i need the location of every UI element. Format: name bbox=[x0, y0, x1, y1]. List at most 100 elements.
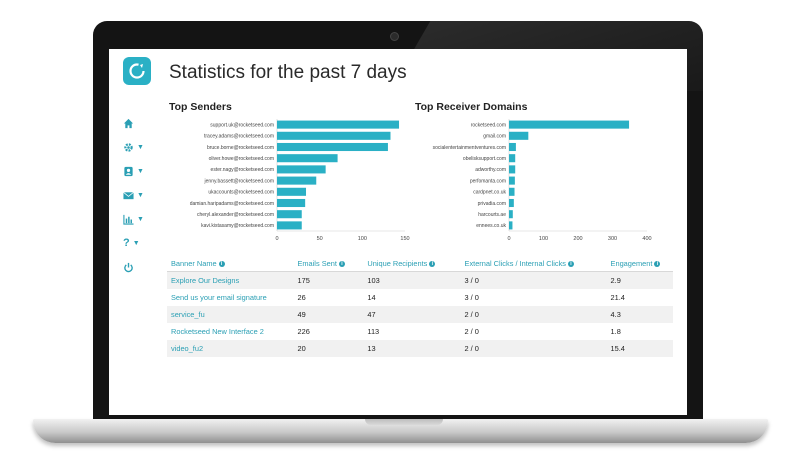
banner-name-link[interactable]: Send us your email signature bbox=[171, 293, 267, 302]
bar[interactable] bbox=[509, 221, 513, 230]
category-label: socialentertainmentventures.com bbox=[433, 145, 506, 151]
x-tick-label: 400 bbox=[642, 236, 651, 242]
table-cell: 2.9 bbox=[606, 271, 673, 289]
bar[interactable] bbox=[277, 154, 338, 163]
column-header[interactable]: Emails Sent i bbox=[293, 255, 364, 272]
category-label: jenny.bassett@rocketseed.com bbox=[204, 178, 274, 184]
category-label: cheryl.alexander@rocketseed.com bbox=[197, 212, 274, 218]
category-label: ukaccounts@rocketseed.com bbox=[208, 190, 274, 196]
nav-settings[interactable]: ▼ bbox=[123, 135, 153, 159]
bar[interactable] bbox=[509, 120, 630, 129]
column-header[interactable]: Banner Name i bbox=[167, 255, 294, 272]
bar[interactable] bbox=[277, 120, 400, 129]
banner-name-link[interactable]: video_fu2 bbox=[167, 340, 294, 357]
info-icon[interactable]: i bbox=[218, 260, 225, 267]
category-label: privadia.com bbox=[478, 201, 506, 207]
bar[interactable] bbox=[277, 198, 306, 208]
x-tick-label: 100 bbox=[539, 236, 548, 242]
nav-reports[interactable]: ▼ bbox=[123, 207, 153, 231]
category-label: ester.nagy@rocketseed.com bbox=[211, 167, 274, 173]
table-cell: 103 bbox=[363, 271, 461, 289]
category-label: obelisksupport.com bbox=[463, 156, 506, 162]
column-header-label: Engagement bbox=[610, 258, 653, 268]
bar[interactable] bbox=[277, 165, 326, 174]
category-label: harcourts.ae bbox=[478, 212, 506, 218]
table-cell: 3 / 0 bbox=[464, 293, 479, 302]
x-tick-label: 0 bbox=[507, 236, 510, 242]
column-header-label: Emails Sent bbox=[297, 258, 337, 268]
nav-email[interactable]: ▼ bbox=[123, 183, 153, 207]
bar[interactable] bbox=[277, 176, 317, 185]
category-label: damian.haripadams@rocketseed.com bbox=[190, 201, 274, 207]
nav-user[interactable]: ▼ bbox=[123, 159, 153, 183]
bar[interactable] bbox=[509, 142, 516, 152]
nav-home[interactable] bbox=[123, 111, 153, 135]
rocketseed-logo[interactable] bbox=[123, 57, 151, 85]
info-icon[interactable]: i bbox=[654, 260, 661, 267]
banner-name-link[interactable]: service_fu bbox=[167, 306, 294, 323]
bar[interactable] bbox=[277, 221, 302, 230]
bar[interactable] bbox=[509, 198, 514, 208]
top-senders-chart: support.uk@rocketseed.com tracey.adams@ro… bbox=[190, 119, 410, 242]
question-icon: ? bbox=[123, 236, 130, 249]
page-title: Statistics for the past 7 days bbox=[169, 62, 407, 83]
table-header-row: Banner Name i Emails Sent i Unique Recipient… bbox=[167, 255, 673, 272]
gear-icon bbox=[124, 142, 133, 152]
banner-name-link[interactable]: Explore Our Designs bbox=[167, 271, 294, 289]
table-cell: 15.4 bbox=[606, 340, 673, 357]
bar[interactable] bbox=[277, 142, 388, 152]
info-icon[interactable]: i bbox=[429, 260, 436, 267]
column-header-label: Banner Name bbox=[171, 258, 217, 268]
chevron-down-icon: ▼ bbox=[137, 215, 144, 223]
bar[interactable] bbox=[509, 165, 516, 174]
bar[interactable] bbox=[509, 176, 515, 185]
column-header[interactable]: External Clicks / Internal Clicks i bbox=[460, 255, 607, 272]
table-row: Explore Our Designs 175 103 3 / 0 2.9 bbox=[167, 271, 673, 289]
banner-name-link[interactable]: Rocketseed New Interface 2 bbox=[171, 327, 264, 336]
laptop-base bbox=[33, 419, 768, 443]
table-cell: 47 bbox=[363, 306, 461, 323]
x-tick-label: 200 bbox=[573, 236, 582, 242]
bar[interactable] bbox=[277, 210, 302, 219]
top-senders-title: Top Senders bbox=[169, 101, 232, 113]
table-row: video_fu2 20 13 2 / 0 15.4 bbox=[167, 340, 673, 357]
category-label: rocketseed.com bbox=[471, 122, 506, 128]
bar[interactable] bbox=[509, 187, 515, 196]
chevron-down-icon: ▼ bbox=[137, 191, 144, 199]
sidebar-nav: ▼ ▼ ▼ ▼ ? ▼ bbox=[123, 111, 153, 279]
table-cell: 2 / 0 bbox=[464, 327, 479, 336]
category-label: bruce.borne@rocketseed.com bbox=[207, 145, 274, 151]
x-tick-label: 300 bbox=[608, 236, 617, 242]
column-header[interactable]: Engagement i bbox=[606, 255, 673, 272]
table-cell: 2 / 0 bbox=[460, 306, 607, 323]
table-row: Rocketseed New Interface 2 226 113 2 / 0 1.8 bbox=[167, 323, 673, 340]
table-cell: 113 bbox=[367, 327, 380, 336]
bar[interactable] bbox=[509, 131, 529, 140]
category-label: perfomanta.com bbox=[470, 178, 506, 184]
power-icon bbox=[124, 262, 133, 272]
category-label: kavi.kistasamy@rocketseed.com bbox=[201, 223, 274, 229]
nav-help[interactable]: ? ▼ bbox=[123, 231, 153, 255]
table-cell: 26 bbox=[297, 293, 306, 302]
x-tick-label: 100 bbox=[358, 236, 367, 242]
x-tick-label: 0 bbox=[275, 236, 278, 242]
table-row: Send us your email signature 26 14 3 / 0 21.… bbox=[167, 289, 673, 306]
table-cell: 1.8 bbox=[610, 327, 621, 336]
bar[interactable] bbox=[277, 187, 307, 196]
bar[interactable] bbox=[277, 131, 391, 140]
envelope-icon bbox=[123, 191, 134, 199]
top-receiver-domains-title: Top Receiver Domains bbox=[415, 101, 528, 113]
chevron-down-icon: ▼ bbox=[137, 143, 144, 151]
info-icon[interactable]: i bbox=[338, 260, 345, 267]
bar[interactable] bbox=[509, 210, 513, 219]
column-header[interactable]: Unique Recipients i bbox=[363, 255, 461, 272]
table-cell: 4.3 bbox=[606, 306, 673, 323]
table-cell: 49 bbox=[293, 306, 364, 323]
bar[interactable] bbox=[509, 154, 516, 163]
category-label: tracey.adams@rocketseed.com bbox=[204, 134, 274, 140]
nav-logout[interactable] bbox=[123, 255, 153, 279]
info-icon[interactable]: i bbox=[567, 260, 574, 267]
user-icon bbox=[124, 166, 133, 176]
table-cell: 13 bbox=[363, 340, 461, 357]
table-cell: 20 bbox=[293, 340, 364, 357]
